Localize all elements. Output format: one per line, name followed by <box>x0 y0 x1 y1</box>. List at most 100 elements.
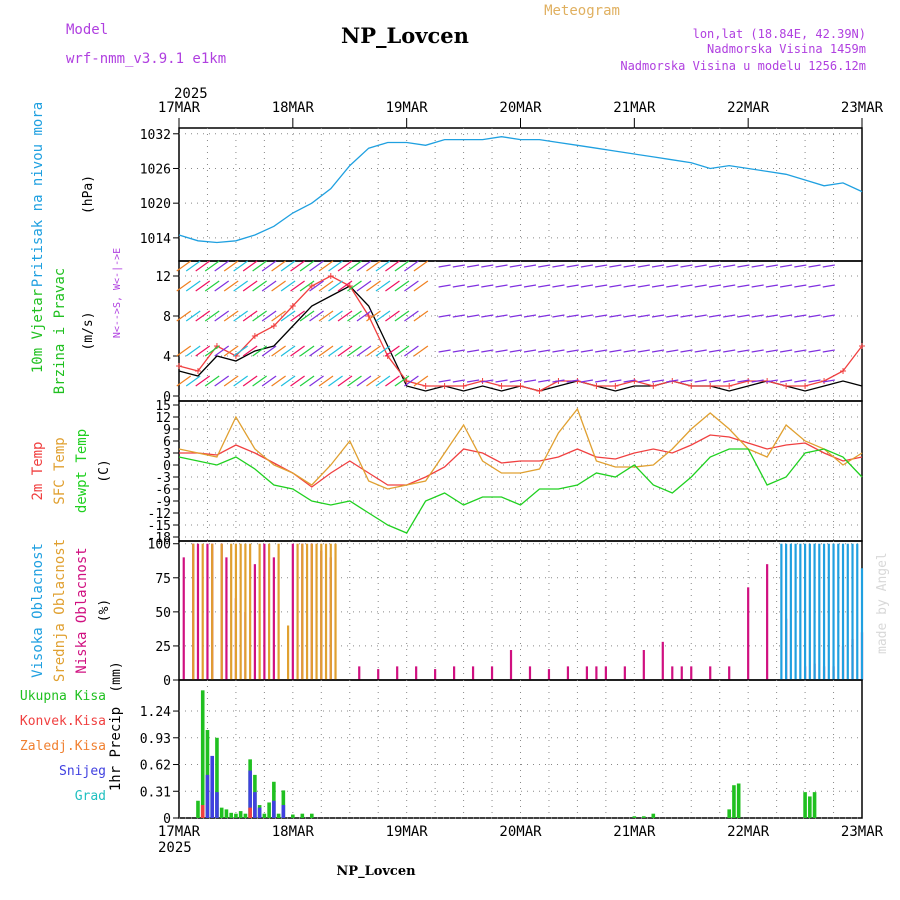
wind-arrow <box>185 345 201 357</box>
gust-marker <box>441 383 448 389</box>
bar-precip_snow <box>257 807 262 818</box>
gust-marker <box>517 383 524 389</box>
panel-frame-precip <box>178 679 863 819</box>
wind-arrow <box>765 314 778 318</box>
y-axis-label-temperature: SFC Temp <box>52 437 68 504</box>
bar-cloud_mid <box>234 543 238 680</box>
gust-marker <box>308 283 315 289</box>
wind-arrow <box>328 345 343 357</box>
y-axis-unit-precip: (mm) <box>109 661 124 692</box>
bar-cloud_low <box>766 564 769 680</box>
wind-arrow <box>609 314 622 318</box>
wind-arrow <box>290 310 305 322</box>
bar-cloud_low <box>415 666 418 680</box>
wind-arrow <box>666 264 679 268</box>
y-axis-label-temperature: 2m Temp <box>30 441 46 500</box>
wind-arrow <box>299 310 315 322</box>
wind-arrow <box>538 314 551 318</box>
wind-arrow <box>252 260 267 272</box>
wind-arrow <box>271 345 286 357</box>
legend-total-rain: Ukupna Kisa <box>20 689 106 704</box>
wind-arrow <box>595 314 608 318</box>
gust-marker <box>422 383 429 389</box>
wind-arrow <box>252 345 267 357</box>
altitude-label: Nadmorska Visina 1459m <box>707 42 866 56</box>
wind-arrow <box>723 264 736 268</box>
wind-arrow <box>694 284 707 288</box>
wind-arrow <box>708 284 722 288</box>
bar-cloud_mid <box>277 543 280 680</box>
wind-arrow <box>299 260 315 272</box>
bar-precip_total <box>651 813 656 818</box>
bar-cloud_mid <box>268 543 271 680</box>
wind-arrow <box>751 379 764 383</box>
wind-arrow <box>394 375 410 387</box>
wind-arrow <box>495 314 508 318</box>
wind-arrow <box>385 310 400 322</box>
wind-arrow <box>509 264 522 268</box>
y-tick-label: 1020 <box>140 197 171 212</box>
wind-arrow <box>271 260 286 272</box>
wind-arrow <box>356 375 372 387</box>
wind-arrow <box>318 310 334 322</box>
wind-arrow <box>309 310 324 322</box>
wind-arrow <box>309 375 324 387</box>
wind-arrow <box>385 345 400 357</box>
bar-precip_snow <box>272 800 276 818</box>
wind-arrow <box>538 264 551 268</box>
bar-cloud_mid <box>239 543 242 680</box>
y-tick-label: 0 <box>163 674 171 689</box>
wind-arrow <box>280 345 296 357</box>
wind-arrow <box>680 349 693 353</box>
bar-precip_conv <box>248 807 252 818</box>
wind-arrow <box>223 260 239 272</box>
bar-cloud_mid <box>220 543 223 680</box>
y-tick-label: 1.24 <box>140 705 171 720</box>
wind-arrow <box>737 264 750 268</box>
wind-arrow <box>337 280 353 292</box>
bar-cloud_mid <box>249 543 252 680</box>
wind-arrow <box>271 280 286 292</box>
bar-cloud_high <box>780 543 783 680</box>
wind-arrow <box>404 280 419 292</box>
bar-cloud_high <box>837 543 840 680</box>
wind-arrow <box>242 345 258 357</box>
bar-cloud_high <box>822 543 826 680</box>
wind-arrow <box>394 310 410 322</box>
wind-arrow <box>280 310 296 322</box>
bar-precip_total <box>215 737 219 818</box>
wind-arrow <box>404 375 419 387</box>
wind-arrow <box>595 264 608 268</box>
gust-marker <box>270 323 277 329</box>
wind-arrow <box>794 379 807 383</box>
wind-arrow <box>708 349 722 353</box>
bar-precip_total <box>803 792 807 818</box>
y-tick-label: 25 <box>155 640 171 655</box>
wind-arrow <box>252 310 267 322</box>
wind-arrow <box>609 284 622 288</box>
bar-precip_total <box>812 792 817 818</box>
wind-arrow <box>452 314 465 318</box>
wind-arrow <box>523 349 537 353</box>
wind-arrow <box>495 264 508 268</box>
wind-arrow <box>623 379 636 383</box>
x-tick-label-top: 20MAR <box>499 100 542 116</box>
model-altitude-label: Nadmorska Visina u modelu 1256.12m <box>620 59 866 73</box>
bar-cloud_mid <box>310 543 313 680</box>
wind-arrow <box>637 264 650 268</box>
wind-arrow <box>765 264 778 268</box>
gust-marker <box>403 378 410 384</box>
y-axis-label-wind: 10m Vjetar <box>30 289 46 373</box>
bar-cloud_low <box>253 564 256 680</box>
bar-precip_total <box>736 783 741 818</box>
wind-arrow <box>318 375 334 387</box>
bar-cloud_high <box>832 543 835 680</box>
y-tick-label: 15 <box>155 399 171 414</box>
wind-arrow <box>552 284 565 288</box>
gust-marker <box>289 303 296 309</box>
wind-arrow <box>481 264 494 268</box>
wind-arrow <box>214 345 230 357</box>
wind-arrow <box>290 345 305 357</box>
wind-arrow <box>185 375 201 387</box>
